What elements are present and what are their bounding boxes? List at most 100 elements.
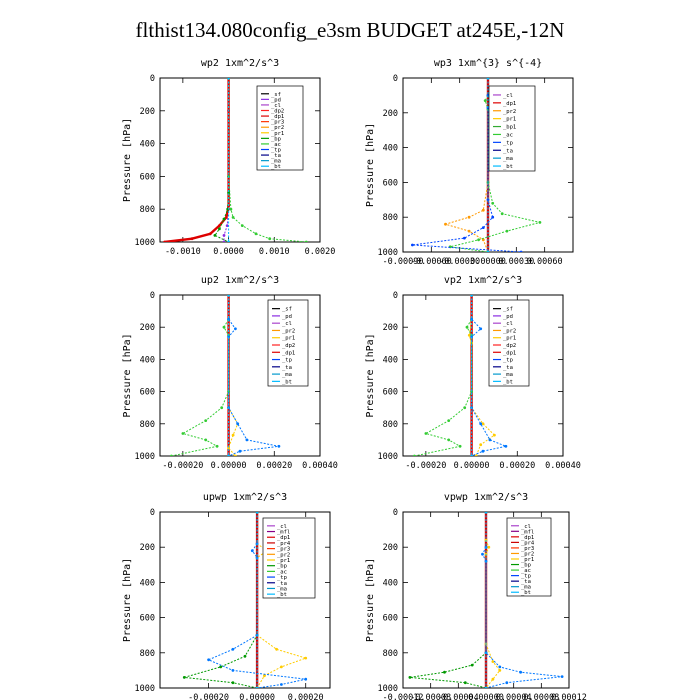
legend-box	[488, 299, 530, 387]
y-tick-label: 600	[383, 388, 398, 398]
legend-label: _ac	[503, 132, 513, 138]
data-point	[481, 422, 485, 426]
data-point	[280, 665, 283, 669]
data-point	[207, 658, 211, 662]
series-line-tp	[481, 512, 563, 688]
x-tick-label: 0.00040	[545, 461, 581, 471]
data-point	[255, 686, 259, 688]
legend-label: _cl	[271, 103, 281, 109]
series-group	[170, 295, 281, 456]
data-point	[204, 419, 208, 422]
data-point	[304, 677, 308, 681]
data-point	[243, 654, 247, 658]
legend-label: _dp2	[282, 343, 295, 349]
data-point	[483, 99, 487, 102]
plot-frame	[159, 511, 331, 689]
data-point	[504, 444, 508, 448]
series-line-dp2	[414, 295, 473, 456]
y-tick-label: 1000	[135, 684, 155, 694]
series-line-ac	[228, 78, 307, 242]
data-point	[227, 191, 231, 195]
chart-panel-4: vp2 1xm^2/s^3 0 200 400 600 800 1000 -0.00020 0.…	[365, 275, 581, 471]
y-tick-label: 800	[383, 649, 398, 659]
y-tick-label: 800	[140, 205, 155, 215]
chart-panel-1: wp2 1xm^2/s^3 0 200 400 600 800 1000 -0.0010 0.0…	[122, 58, 335, 257]
data-point	[222, 217, 226, 221]
data-point	[477, 238, 480, 242]
y-tick-label: 0	[150, 291, 155, 301]
legend-label: _cl	[521, 524, 531, 530]
data-point	[208, 232, 212, 236]
data-point	[236, 422, 240, 426]
legend-label: _tp	[503, 358, 513, 364]
legend-label: _tp	[521, 574, 531, 580]
legend-label: _bp	[277, 564, 287, 570]
data-point	[484, 686, 488, 688]
data-point	[491, 660, 495, 663]
y-tick-label: 1000	[135, 452, 155, 462]
data-point	[218, 224, 221, 228]
data-point	[458, 444, 462, 448]
x-tick-label: -0.00030	[439, 257, 480, 267]
series-line-tp	[412, 78, 522, 252]
data-point	[447, 438, 451, 442]
y-axis-label: Pressure [hPa]	[122, 333, 133, 417]
data-point	[277, 444, 281, 448]
series-group	[413, 295, 508, 456]
y-axis-label: Pressure [hPa]	[122, 118, 133, 202]
data-point	[470, 295, 473, 297]
data-point	[538, 221, 542, 224]
x-tick-label: -0.00060	[411, 257, 452, 267]
data-point	[231, 647, 235, 651]
x-tick-label: 0.00012	[551, 693, 587, 700]
legend-label: _bt	[277, 592, 287, 598]
data-point	[227, 240, 230, 242]
legend-label: _dp1	[282, 350, 295, 356]
legend-label: _dp1	[277, 535, 290, 541]
data-point	[170, 454, 173, 456]
data-point	[220, 406, 224, 410]
data-point	[182, 676, 186, 679]
series-line-dp2	[171, 295, 230, 456]
chart-title: up2 1xm^2/s^3	[201, 275, 279, 286]
x-tick-label: -0.00020	[405, 461, 446, 471]
data-point	[231, 669, 235, 672]
data-point	[219, 665, 223, 669]
data-point	[231, 433, 235, 437]
x-tick-label: 0.00020	[256, 461, 292, 471]
x-tick-label: -0.00020	[188, 693, 229, 700]
legend-label: _bt	[503, 164, 513, 170]
data-point	[234, 454, 237, 456]
legend-label: _mfl	[521, 529, 534, 535]
data-point	[479, 443, 483, 447]
legend-label: _tp	[282, 358, 292, 364]
data-point	[245, 438, 249, 442]
legend-label: _ta	[521, 579, 531, 585]
data-point	[481, 208, 485, 212]
data-point	[470, 317, 473, 321]
legend-label: _ta	[503, 365, 513, 371]
y-tick-label: 200	[140, 107, 155, 117]
legend-label: _pr2	[503, 109, 516, 115]
plot-frame	[159, 294, 321, 457]
y-tick-label: 400	[140, 355, 155, 365]
data-point	[222, 325, 226, 329]
legend-label: _ma	[271, 159, 281, 165]
chart-panel-3: up2 1xm^2/s^3 0 200 400 600 800 1000 -0.00020 0.…	[122, 275, 338, 471]
data-point	[227, 446, 231, 450]
x-tick-label: 0.00000	[239, 693, 275, 700]
legend-label: _dp2	[271, 109, 284, 115]
data-point	[222, 234, 226, 237]
y-tick-label: 800	[140, 649, 155, 659]
data-point	[491, 201, 495, 205]
x-tick-label: -0.00090	[383, 257, 424, 267]
data-point	[488, 438, 492, 442]
data-point	[255, 512, 259, 514]
y-tick-label: 0	[150, 508, 155, 518]
y-tick-label: 0	[393, 508, 398, 518]
legend-label: _ac	[271, 142, 281, 148]
chart-panel-2: wp3 1xm^{3} s^{-4}02004006008001000-0.00…	[365, 58, 574, 267]
legend-box	[256, 85, 304, 171]
plot-frame	[402, 294, 564, 457]
series-line-bp	[409, 512, 487, 688]
